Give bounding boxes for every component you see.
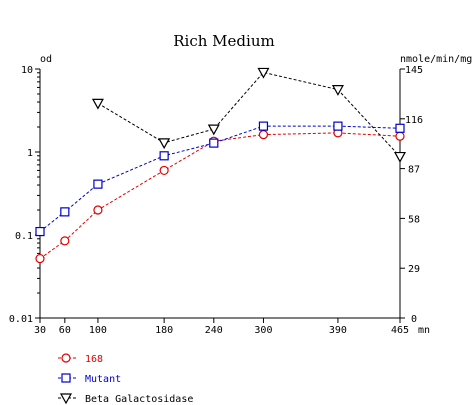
legend-marker <box>61 373 71 383</box>
right-tick-label: 58 <box>408 214 420 225</box>
legend-marker <box>61 353 71 363</box>
x-axis-unit: mn <box>418 325 430 336</box>
series-1 <box>35 121 405 237</box>
legend-label: Beta Galactosidase <box>85 394 193 405</box>
x-tick-label: 180 <box>155 325 173 336</box>
data-point <box>93 179 103 189</box>
x-tick-label: 390 <box>329 325 347 336</box>
left-tick-label: 0.1 <box>15 231 33 242</box>
legend-label: Mutant <box>85 374 121 385</box>
data-point <box>258 130 269 140</box>
legend-label: 168 <box>85 354 103 365</box>
legend: 168 Mutant Beta Galactosidase <box>58 353 193 405</box>
right-tick-label: 145 <box>405 65 423 76</box>
left-tick-label: 10 <box>21 65 33 76</box>
data-point <box>93 205 103 215</box>
data-point <box>159 165 169 176</box>
series-line <box>39 125 401 232</box>
axes: 10 1 0.1 0.01 145 116 87 58 29 0 30 60 100 180 240 300 3… <box>9 65 430 336</box>
legend-item: Beta Galactosidase <box>58 393 193 405</box>
data-point <box>207 124 220 136</box>
x-tick-label: 465 <box>391 325 409 336</box>
legend-marker <box>59 393 73 405</box>
series-0 <box>35 128 405 264</box>
right-axis-label: nmole/min/mg <box>400 54 472 65</box>
data-point <box>331 85 344 96</box>
data-point <box>209 138 219 148</box>
data-point <box>395 131 405 141</box>
series-layer <box>35 67 407 264</box>
legend-item: 168 <box>58 353 103 365</box>
data-point <box>60 236 70 246</box>
data-point <box>60 207 70 217</box>
right-tick-label: 29 <box>408 264 420 275</box>
data-point <box>35 226 45 237</box>
data-point <box>91 98 104 110</box>
x-tick-label: 240 <box>205 325 223 336</box>
legend-item: Mutant <box>58 373 121 385</box>
left-tick-label: 1 <box>27 148 33 159</box>
left-tick-label: 0.01 <box>9 314 33 325</box>
data-point <box>333 121 343 131</box>
right-tick-label: 87 <box>408 165 420 176</box>
x-tick-label: 300 <box>254 325 272 336</box>
x-tick-label: 100 <box>89 325 107 336</box>
data-point <box>258 121 269 131</box>
chart-title: Rich Medium <box>173 32 274 50</box>
series-line <box>39 132 401 260</box>
data-point <box>393 151 407 163</box>
left-axis-label: od <box>40 54 52 65</box>
data-point <box>395 123 405 133</box>
series-2 <box>91 67 407 163</box>
data-point <box>158 138 171 150</box>
data-point <box>159 151 169 161</box>
data-point <box>35 253 45 264</box>
x-tick-label: 30 <box>34 325 46 336</box>
series-line <box>97 71 401 157</box>
data-point <box>257 67 270 79</box>
right-tick-label: 116 <box>405 115 423 126</box>
x-tick-label: 60 <box>59 325 71 336</box>
right-tick-label: 0 <box>411 314 417 325</box>
